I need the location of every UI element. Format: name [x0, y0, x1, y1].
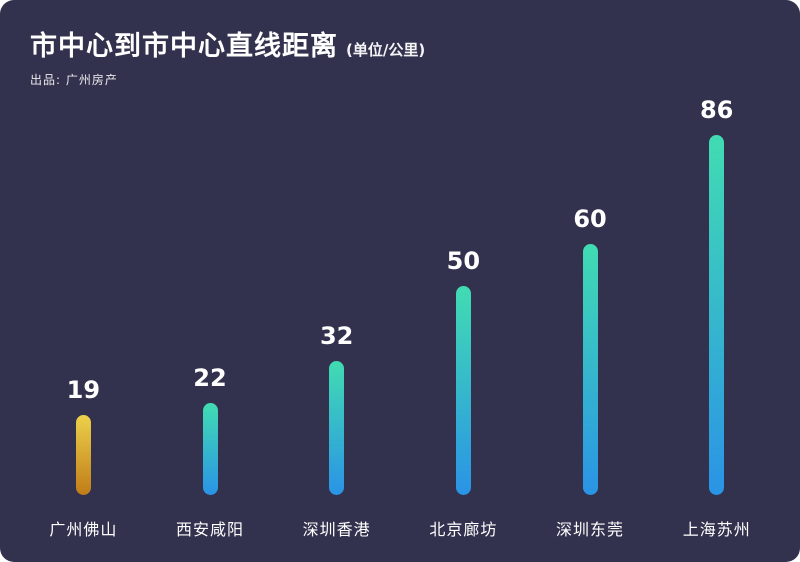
chart-unit-label: (单位/公里)	[346, 41, 426, 59]
category-label: 深圳东莞	[556, 520, 625, 539]
bar	[455, 286, 471, 495]
category-labels-row: 广州佛山 西安咸阳 深圳香港 北京廊坊 深圳东莞 上海苏州	[20, 516, 780, 540]
bar-column: 86	[653, 96, 780, 495]
category-label: 西安咸阳	[176, 520, 245, 539]
bar-column: 60	[527, 205, 654, 495]
bar-column: 22	[147, 364, 274, 495]
bar	[582, 244, 598, 495]
bar	[75, 415, 91, 495]
bar	[329, 361, 345, 495]
bar-column: 19	[20, 376, 147, 495]
category-label: 深圳香港	[302, 520, 371, 539]
bar-value-label: 32	[319, 322, 354, 350]
bar-column: 32	[273, 322, 400, 495]
bar	[709, 135, 725, 495]
category-label: 广州佛山	[49, 520, 118, 539]
chart-source: 出品: 广州房产	[30, 73, 118, 87]
chart-title: 市中心到市中心直线距离	[30, 31, 338, 62]
bar-value-label: 86	[699, 96, 734, 124]
bar-value-label: 19	[66, 376, 101, 404]
bar-value-label: 60	[573, 205, 607, 233]
bar	[202, 403, 218, 495]
bar-column: 50	[400, 247, 527, 495]
category-label: 上海苏州	[682, 520, 751, 539]
chart-header: 市中心到市中心直线距离 (单位/公里) 出品: 广州房产	[30, 24, 425, 88]
category-label: 北京廊坊	[429, 520, 498, 539]
bar-value-label: 22	[193, 364, 227, 392]
plot-area: 19 22 32 50 60 86	[20, 96, 780, 495]
bar-value-label: 50	[446, 247, 481, 275]
